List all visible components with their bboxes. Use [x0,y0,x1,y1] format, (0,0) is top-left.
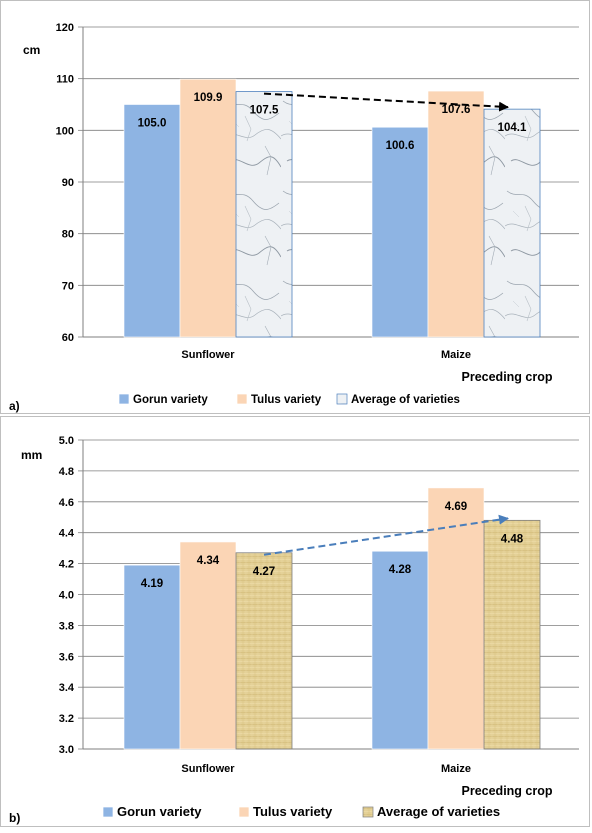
data-label: 4.19 [141,578,163,590]
legend-swatch [238,806,250,818]
data-label: 4.48 [501,533,524,545]
data-label: 104.1 [498,122,527,134]
x-category-label: Maize [441,349,471,361]
y-axis-unit: cm [23,43,40,57]
y-tick-label: 60 [62,332,74,344]
x-category-label: Sunflower [181,763,235,775]
legend-item-label: Tulus variety [251,394,322,406]
legend-item-label: Tulus variety [253,804,333,819]
bar-tulus-variety [179,78,237,338]
panel-label: b) [9,811,20,825]
legend-item-label: Average of varieties [377,804,500,819]
bar-tulus-variety [427,487,485,750]
bar-gorun-variety [123,564,181,750]
legend-swatch [102,806,114,818]
x-axis-title: Preceding crop [462,370,553,384]
legend-item-label: Average of varieties [351,394,460,406]
y-tick-label: 3.8 [59,620,74,632]
bar-gorun-variety [371,126,429,338]
y-tick-label: 70 [62,280,74,292]
bar-average-of-varieties [483,519,541,750]
chart-panel-b: 3.0 3.2 3.4 3.6 3.8 4.0 4.2 4.4 4.6 4.8 5.0 4.19 4.2… [0,416,590,827]
y-tick-label: 4.0 [59,590,74,602]
y-tick-label: 4.6 [59,497,74,509]
y-tick-label: 5.0 [59,435,74,447]
data-label: 4.69 [445,501,467,513]
bar-tulus-variety [427,90,485,338]
legend-swatch [118,393,130,405]
data-label: 4.34 [197,555,220,567]
bar-tulus-variety [179,541,237,750]
data-label: 107.5 [250,105,279,117]
chart-b-svg: 3.0 3.2 3.4 3.6 3.8 4.0 4.2 4.4 4.6 4.8 5.0 4.19 4.2… [9,435,579,825]
data-label: 105.0 [138,118,167,130]
legend-item-label: Gorun variety [133,394,208,406]
y-tick-label: 3.2 [59,713,74,725]
data-label: 4.27 [253,566,275,578]
trend-arrow [263,92,509,112]
bar-gorun-variety [371,550,429,750]
chart-panel-a: 60 70 80 90 100 110 120 105.0 100.6 109.9 107.6 107… [0,0,590,414]
bar-average-of-varieties [483,108,541,338]
y-tick-label: 3.4 [59,682,75,694]
data-label: 4.28 [389,564,412,576]
legend-swatch [336,393,348,405]
y-tick-label: 110 [56,74,74,86]
y-tick-label: 4.8 [59,466,74,478]
panel-label: a) [9,399,20,413]
bar-average-of-varieties [235,91,293,338]
y-tick-label: 3.6 [59,651,74,663]
data-label: 100.6 [386,140,415,152]
legend-swatch [236,393,248,405]
y-tick-label: 120 [56,22,74,34]
y-tick-label: 3.0 [59,744,74,756]
y-tick-label: 4.2 [59,559,74,571]
x-category-label: Sunflower [181,349,235,361]
y-tick-label: 90 [62,177,74,189]
x-axis-title: Preceding crop [462,784,553,798]
y-axis-unit: mm [21,448,42,462]
data-label: 107.6 [442,104,471,116]
y-tick-label: 4.4 [59,528,75,540]
legend-swatch [362,806,374,818]
trend-arrow [263,514,509,556]
y-tick-label: 80 [62,229,74,241]
bar-average-of-varieties [235,552,293,750]
chart-a-svg: 60 70 80 90 100 110 120 105.0 100.6 109.9 107.6 107… [9,22,579,413]
y-tick-label: 100 [56,125,74,137]
data-label: 109.9 [194,92,223,104]
x-category-label: Maize [441,763,471,775]
legend-item-label: Gorun variety [117,804,202,819]
bar-gorun-variety [123,104,181,338]
